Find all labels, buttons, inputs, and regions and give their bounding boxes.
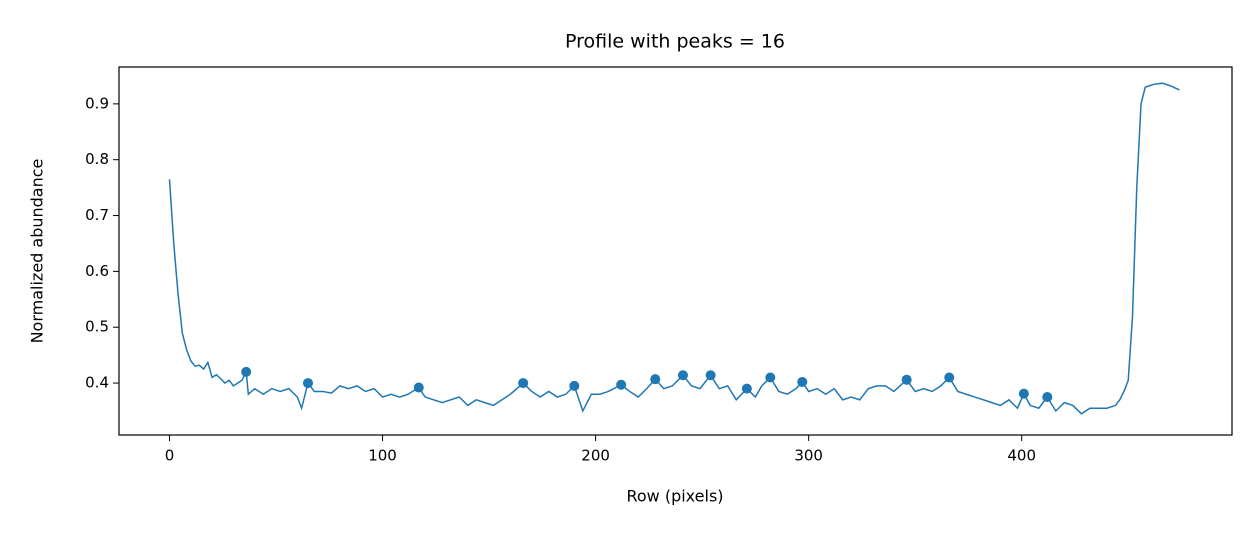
x-tick-label: 200 xyxy=(581,447,610,465)
peak-marker xyxy=(569,380,580,391)
peak-marker xyxy=(677,370,688,381)
y-axis-label: Normalized abundance xyxy=(28,159,47,344)
peak-marker xyxy=(518,378,529,389)
y-tick-label: 0.7 xyxy=(85,206,109,224)
peak-marker xyxy=(765,372,776,383)
chart-title: Profile with peaks = 16 xyxy=(565,31,785,53)
peak-marker xyxy=(413,382,424,393)
peak-marker xyxy=(944,372,955,383)
x-tick-label: 400 xyxy=(1007,447,1036,465)
x-axis-label: Row (pixels) xyxy=(626,487,723,506)
peak-marker xyxy=(705,370,716,381)
y-tick-label: 0.6 xyxy=(85,262,109,280)
y-tick-label: 0.4 xyxy=(85,374,109,392)
peak-marker xyxy=(650,374,661,385)
y-tick-label: 0.5 xyxy=(85,318,109,336)
peak-marker xyxy=(616,379,627,390)
peak-marker xyxy=(797,376,808,387)
x-tick-label: 0 xyxy=(165,447,175,465)
y-tick-label: 0.9 xyxy=(85,94,109,112)
plot-frame xyxy=(118,66,1233,436)
x-tick-label: 300 xyxy=(794,447,823,465)
peak-marker xyxy=(302,378,313,389)
peak-marker xyxy=(241,366,252,377)
peak-marker xyxy=(741,383,752,394)
peak-marker xyxy=(1042,392,1053,403)
peak-marker xyxy=(1018,388,1029,399)
x-tick-label: 100 xyxy=(368,447,397,465)
peak-marker xyxy=(901,374,912,385)
y-tick-label: 0.8 xyxy=(85,150,109,168)
